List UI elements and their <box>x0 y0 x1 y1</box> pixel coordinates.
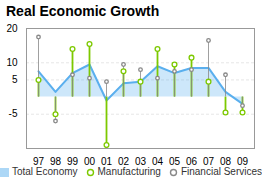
svg-text:98: 98 <box>50 156 62 166</box>
svg-text:10: 10 <box>6 57 18 68</box>
svg-text:01: 01 <box>101 156 113 166</box>
svg-text:04: 04 <box>152 156 164 166</box>
svg-text:05: 05 <box>169 156 181 166</box>
svg-text:07: 07 <box>203 156 215 166</box>
svg-text:5: 5 <box>12 74 18 85</box>
svg-text:08: 08 <box>220 156 232 166</box>
html-text:Manufacturing: Manufacturing <box>97 166 161 177</box>
html-text:Financial Services: Financial Services <box>180 166 262 177</box>
svg-text:06: 06 <box>186 156 198 166</box>
svg-text:97: 97 <box>33 156 45 166</box>
svg-text:99: 99 <box>67 156 79 166</box>
svg-text:00: 00 <box>84 156 96 166</box>
svg-text:20: 20 <box>6 23 18 34</box>
svg-text:09: 09 <box>237 156 249 166</box>
svg-text:-5: -5 <box>9 108 18 119</box>
svg-text:03: 03 <box>135 156 147 166</box>
html-text:Real Economic Growth: Real Economic Growth <box>6 3 160 19</box>
svg-text:02: 02 <box>118 156 130 166</box>
html-text:Total Economy: Total Economy <box>11 166 78 177</box>
